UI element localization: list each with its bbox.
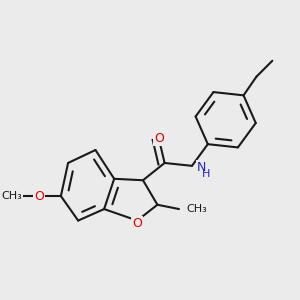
Text: H: H	[202, 169, 210, 179]
Text: O: O	[34, 190, 44, 202]
Text: N: N	[197, 161, 206, 174]
Text: CH₃: CH₃	[186, 204, 207, 214]
Text: CH₃: CH₃	[1, 191, 22, 201]
Text: O: O	[154, 132, 164, 145]
Text: O: O	[132, 217, 142, 230]
